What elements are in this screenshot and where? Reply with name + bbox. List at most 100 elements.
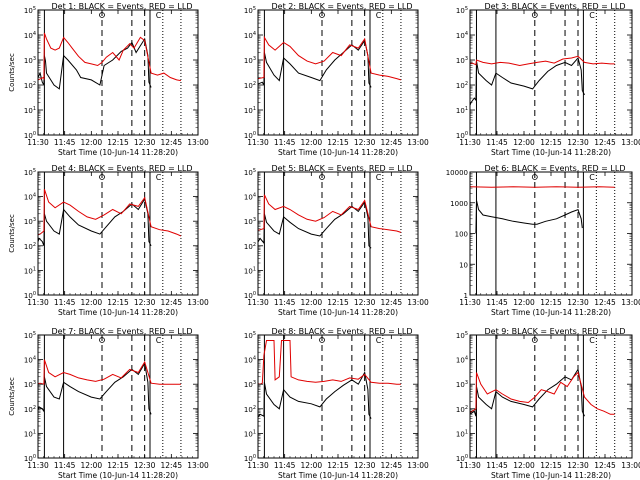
x-axis-label: Start Time (10-Jun-14 11:28:20) — [491, 308, 611, 317]
x-tick-label: 12:15 — [107, 138, 129, 147]
y-tick-label: 103 — [456, 380, 468, 389]
y-tick-label: 104 — [24, 356, 36, 365]
y-tick-label: 103 — [24, 217, 36, 226]
plot-frame — [257, 9, 419, 136]
x-tick-label: 11:30 — [27, 461, 49, 470]
series-black-det-7 — [38, 361, 152, 415]
y-tick-label: 101 — [456, 429, 468, 438]
y-tick-label: 102 — [24, 81, 36, 90]
marker-circle — [99, 174, 105, 180]
x-tick-label: 11:30 — [247, 461, 269, 470]
series-black-det-3 — [470, 56, 585, 107]
y-tick-label: 101 — [24, 429, 36, 438]
marker-circle — [99, 337, 105, 343]
marker-circle — [319, 12, 325, 18]
x-tick-label: 11:30 — [459, 298, 481, 307]
y-tick-label: 100 — [456, 454, 468, 463]
panel-title: Det 1: BLACK = Events, RED = LLD — [52, 2, 193, 11]
series-red-det-7 — [38, 359, 181, 385]
x-tick-label: 12:15 — [540, 461, 562, 470]
x-tick-label: 13:00 — [621, 298, 640, 307]
x-tick-label: 12:00 — [81, 298, 103, 307]
x-tick-label: 12:30 — [354, 461, 376, 470]
marker-c-label: C — [589, 173, 595, 182]
x-axis-label: Start Time (10-Jun-14 11:28:20) — [58, 471, 178, 480]
series-red-det-8 — [258, 340, 401, 385]
panel-title: Det 5: BLACK = Events, RED = LLD — [272, 164, 413, 173]
panel-det-2: C 11:30 11:45 12:00 12:15 12:30 12:45 13:00 100 1… — [244, 2, 429, 157]
y-tick-label: 100 — [244, 454, 256, 463]
x-tick-label: 13:00 — [407, 461, 429, 470]
panel-det-5: C 11:30 11:45 12:00 12:15 12:30 12:45 13:00 100 1… — [244, 164, 429, 317]
x-tick-label: 13:00 — [407, 138, 429, 147]
marker-circle — [319, 337, 325, 343]
x-axis-label: Start Time (10-Jun-14 11:28:20) — [278, 471, 398, 480]
x-tick-label: 11:30 — [247, 138, 269, 147]
series-red-det-1 — [38, 32, 181, 82]
y-tick-label: 100 — [244, 291, 256, 300]
y-tick-label: 104 — [24, 193, 36, 202]
y-tick-label: 103 — [244, 217, 256, 226]
series-red-det-4 — [38, 189, 182, 237]
y-tick-label: 101 — [24, 106, 36, 115]
x-tick-label: 12:15 — [107, 298, 129, 307]
x-tick-label: 12:30 — [567, 461, 589, 470]
series-red-det-2 — [258, 35, 402, 81]
x-tick-label: 12:30 — [567, 298, 589, 307]
x-tick-label: 12:00 — [513, 298, 535, 307]
y-tick-label: 102 — [244, 405, 256, 414]
x-tick-label: 12:00 — [81, 138, 103, 147]
x-tick-label: 12:15 — [327, 138, 349, 147]
y-tick-label: 105 — [456, 331, 468, 340]
panel-title: Det 4: BLACK = Events, RED = LLD — [52, 164, 193, 173]
x-tick-label: 12:45 — [381, 138, 403, 147]
x-tick-label: 12:15 — [327, 298, 349, 307]
y-tick-label: 102 — [244, 81, 256, 90]
panel-det-6: C 11:30 11:45 12:00 12:15 12:30 12:45 13:00 1 10 1… — [446, 164, 640, 317]
series-black-det-6 — [475, 200, 583, 234]
plot-frame — [37, 9, 199, 136]
marker-c-label: C — [156, 336, 162, 345]
marker-circle — [531, 337, 538, 343]
y-tick-label: 102 — [456, 405, 468, 414]
x-axis-label: Start Time (10-Jun-14 11:28:20) — [278, 308, 398, 317]
x-tick-label: 12:00 — [513, 461, 535, 470]
panel-title: Det 7: BLACK = Events, RED = LLD — [52, 327, 193, 336]
y-tick-label: 102 — [24, 405, 36, 414]
plot-frame — [469, 171, 633, 296]
marker-c-label: C — [376, 336, 382, 345]
x-tick-label: 12:30 — [134, 461, 156, 470]
y-tick-label: 103 — [244, 56, 256, 65]
y-tick-label: 102 — [456, 81, 468, 90]
panel-det-8: C 11:30 11:45 12:00 12:15 12:30 12:45 13:00 100 1… — [244, 327, 429, 480]
panel-det-3: C 11:30 11:45 12:00 12:15 12:30 12:45 13:00 100 1… — [456, 2, 640, 157]
y-tick-label: 102 — [24, 242, 36, 251]
y-tick-label: 105 — [24, 168, 36, 177]
x-tick-label: 13:00 — [187, 138, 209, 147]
x-tick-label: 12:00 — [513, 138, 535, 147]
panel-title: Det 6: BLACK = Events, RED = LLD — [485, 164, 626, 173]
marker-c-label: C — [376, 11, 382, 20]
x-tick-label: 12:15 — [327, 461, 349, 470]
y-tick-label: 105 — [456, 6, 468, 15]
y-tick-label: 101 — [244, 106, 256, 115]
x-tick-label: 13:00 — [621, 461, 640, 470]
series-red-det-9 — [470, 371, 615, 415]
marker-c-label: C — [589, 11, 595, 20]
x-axis-label: Start Time (10-Jun-14 11:28:20) — [278, 148, 398, 157]
series-black-det-9 — [470, 368, 585, 417]
series-red-det-3 — [470, 55, 615, 67]
y-tick-label: 103 — [24, 56, 36, 65]
x-tick-label: 12:30 — [134, 138, 156, 147]
y-tick-label: 104 — [456, 31, 468, 40]
x-tick-label: 12:45 — [594, 298, 616, 307]
y-tick-label: 100 — [24, 131, 36, 140]
y-tick-label: 104 — [456, 356, 468, 365]
y-tick-label: 105 — [24, 331, 36, 340]
x-axis-label: Start Time (10-Jun-14 11:28:20) — [491, 471, 611, 480]
y-tick-label: 104 — [244, 31, 256, 40]
series-black-det-8 — [258, 371, 372, 419]
x-tick-label: 12:00 — [301, 138, 323, 147]
y-tick-label: 103 — [24, 380, 36, 389]
series-red-det-5 — [258, 194, 402, 233]
